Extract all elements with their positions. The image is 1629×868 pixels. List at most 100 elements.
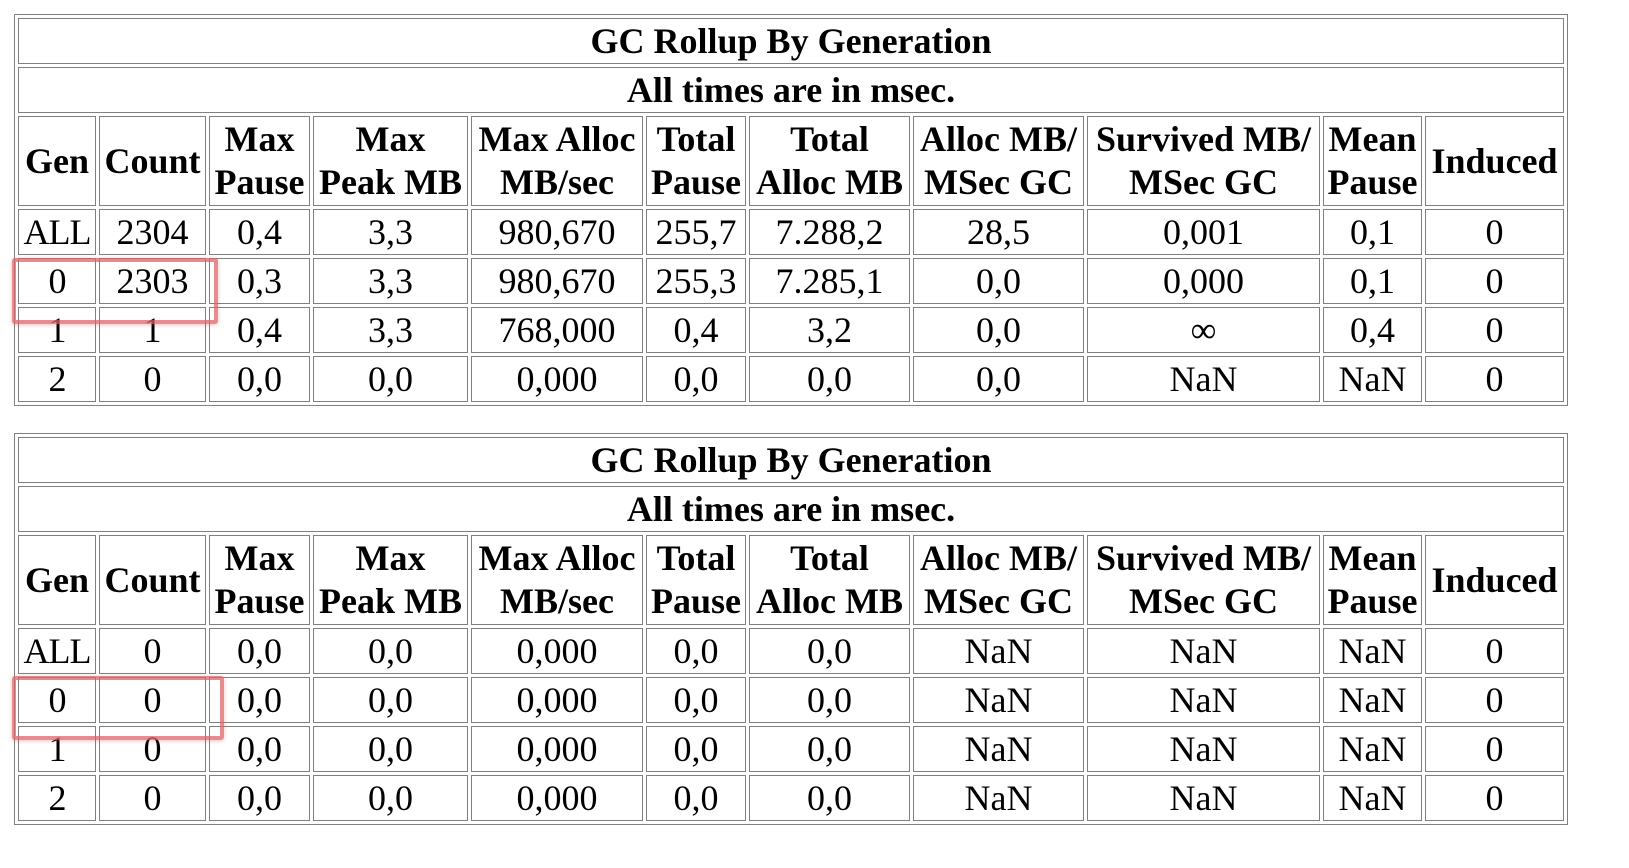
cell-max-peak-mb: 3,3 bbox=[313, 209, 468, 255]
cell-mean-pause: NaN bbox=[1323, 775, 1422, 821]
cell-gen: 2 bbox=[18, 775, 96, 821]
cell-max-pause: 0,4 bbox=[209, 307, 310, 353]
cell-alloc-mb-msec-gc: NaN bbox=[913, 775, 1084, 821]
column-header-row: Gen Count Max Pause Max Peak MB Max Alloc M… bbox=[18, 535, 1565, 625]
table-row-gen-1: 1 1 0,4 3,3 768,000 0,4 3,2 0,0 ∞ 0,4 0 bbox=[18, 307, 1565, 353]
table-row-gen-2: 2 0 0,0 0,0 0,000 0,0 0,0 0,0 NaN NaN 0 bbox=[18, 356, 1565, 402]
cell-max-peak-mb: 0,0 bbox=[313, 677, 468, 723]
table-title-row: GC Rollup By Generation bbox=[18, 437, 1565, 483]
cell-count: 2303 bbox=[99, 258, 206, 304]
cell-max-peak-mb: 0,0 bbox=[313, 356, 468, 402]
cell-gen: 0 bbox=[18, 677, 96, 723]
cell-max-alloc-mb-sec: 0,000 bbox=[471, 356, 643, 402]
cell-mean-pause: 0,1 bbox=[1323, 258, 1422, 304]
cell-max-pause: 0,4 bbox=[209, 209, 310, 255]
cell-induced: 0 bbox=[1425, 258, 1565, 304]
cell-total-pause: 0,4 bbox=[646, 307, 746, 353]
table-row-gen-0: 0 0 0,0 0,0 0,000 0,0 0,0 NaN NaN NaN 0 bbox=[18, 677, 1565, 723]
table-row-gen-0: 0 2303 0,3 3,3 980,670 255,3 7.285,1 0,0… bbox=[18, 258, 1565, 304]
table-title: GC Rollup By Generation bbox=[18, 437, 1565, 483]
col-header-induced: Induced bbox=[1425, 535, 1565, 625]
cell-total-pause: 255,7 bbox=[646, 209, 746, 255]
cell-count: 0 bbox=[99, 356, 206, 402]
cell-max-pause: 0,0 bbox=[209, 356, 310, 402]
cell-count: 2304 bbox=[99, 209, 206, 255]
cell-max-alloc-mb-sec: 980,670 bbox=[471, 258, 643, 304]
col-header-gen: Gen bbox=[18, 535, 96, 625]
cell-alloc-mb-msec-gc: 28,5 bbox=[913, 209, 1084, 255]
cell-gen: 1 bbox=[18, 726, 96, 772]
cell-mean-pause: 0,4 bbox=[1323, 307, 1422, 353]
cell-gen: 0 bbox=[18, 258, 96, 304]
cell-total-pause: 0,0 bbox=[646, 775, 746, 821]
cell-total-alloc-mb: 0,0 bbox=[749, 726, 910, 772]
col-header-max-pause: Max Pause bbox=[209, 116, 310, 206]
cell-total-alloc-mb: 3,2 bbox=[749, 307, 910, 353]
col-header-total-pause: Total Pause bbox=[646, 116, 746, 206]
cell-induced: 0 bbox=[1425, 628, 1565, 674]
col-header-count: Count bbox=[99, 116, 206, 206]
col-header-total-alloc-mb: Total Alloc MB bbox=[749, 116, 910, 206]
col-header-max-alloc-mb-sec: Max Alloc MB/sec bbox=[471, 535, 643, 625]
cell-max-peak-mb: 0,0 bbox=[313, 628, 468, 674]
gc-rollup-table-1: GC Rollup By Generation All times are in… bbox=[14, 14, 1569, 406]
cell-count: 1 bbox=[99, 307, 206, 353]
cell-max-alloc-mb-sec: 0,000 bbox=[471, 726, 643, 772]
cell-survived-mb-msec-gc: 0,000 bbox=[1087, 258, 1320, 304]
table-subtitle-row: All times are in msec. bbox=[18, 67, 1565, 113]
col-header-gen: Gen bbox=[18, 116, 96, 206]
cell-total-alloc-mb: 0,0 bbox=[749, 775, 910, 821]
cell-total-alloc-mb: 0,0 bbox=[749, 628, 910, 674]
cell-survived-mb-msec-gc: NaN bbox=[1087, 775, 1320, 821]
cell-max-alloc-mb-sec: 768,000 bbox=[471, 307, 643, 353]
cell-alloc-mb-msec-gc: 0,0 bbox=[913, 307, 1084, 353]
cell-count: 0 bbox=[99, 775, 206, 821]
cell-max-pause: 0,3 bbox=[209, 258, 310, 304]
table-row-gen-2: 2 0 0,0 0,0 0,000 0,0 0,0 NaN NaN NaN 0 bbox=[18, 775, 1565, 821]
col-header-max-peak-mb: Max Peak MB bbox=[313, 116, 468, 206]
table-title: GC Rollup By Generation bbox=[18, 18, 1565, 64]
col-header-alloc-mb-msec-gc: Alloc MB/MSec GC bbox=[913, 116, 1084, 206]
cell-survived-mb-msec-gc: NaN bbox=[1087, 726, 1320, 772]
col-header-survived-mb-msec-gc: Survived MB/MSec GC bbox=[1087, 535, 1320, 625]
cell-alloc-mb-msec-gc: NaN bbox=[913, 726, 1084, 772]
cell-total-alloc-mb: 7.285,1 bbox=[749, 258, 910, 304]
gc-rollup-table-2: GC Rollup By Generation All times are in… bbox=[14, 433, 1569, 825]
cell-max-peak-mb: 0,0 bbox=[313, 775, 468, 821]
cell-max-pause: 0,0 bbox=[209, 628, 310, 674]
cell-survived-mb-msec-gc: NaN bbox=[1087, 628, 1320, 674]
cell-total-pause: 0,0 bbox=[646, 677, 746, 723]
cell-total-pause: 0,0 bbox=[646, 628, 746, 674]
cell-survived-mb-msec-gc: NaN bbox=[1087, 677, 1320, 723]
table-row-gen-1: 1 0 0,0 0,0 0,000 0,0 0,0 NaN NaN NaN 0 bbox=[18, 726, 1565, 772]
cell-survived-mb-msec-gc: 0,001 bbox=[1087, 209, 1320, 255]
cell-mean-pause: 0,1 bbox=[1323, 209, 1422, 255]
col-header-max-peak-mb: Max Peak MB bbox=[313, 535, 468, 625]
cell-survived-mb-msec-gc: ∞ bbox=[1087, 307, 1320, 353]
cell-max-pause: 0,0 bbox=[209, 677, 310, 723]
table-subtitle-row: All times are in msec. bbox=[18, 486, 1565, 532]
cell-mean-pause: NaN bbox=[1323, 677, 1422, 723]
cell-count: 0 bbox=[99, 677, 206, 723]
cell-max-alloc-mb-sec: 0,000 bbox=[471, 775, 643, 821]
col-header-max-pause: Max Pause bbox=[209, 535, 310, 625]
col-header-survived-mb-msec-gc: Survived MB/MSec GC bbox=[1087, 116, 1320, 206]
cell-alloc-mb-msec-gc: NaN bbox=[913, 677, 1084, 723]
col-header-total-pause: Total Pause bbox=[646, 535, 746, 625]
cell-total-alloc-mb: 7.288,2 bbox=[749, 209, 910, 255]
cell-alloc-mb-msec-gc: 0,0 bbox=[913, 258, 1084, 304]
cell-alloc-mb-msec-gc: NaN bbox=[913, 628, 1084, 674]
table-subtitle: All times are in msec. bbox=[18, 486, 1565, 532]
cell-max-pause: 0,0 bbox=[209, 726, 310, 772]
cell-max-alloc-mb-sec: 980,670 bbox=[471, 209, 643, 255]
cell-total-alloc-mb: 0,0 bbox=[749, 677, 910, 723]
cell-max-peak-mb: 3,3 bbox=[313, 307, 468, 353]
cell-induced: 0 bbox=[1425, 209, 1565, 255]
cell-max-alloc-mb-sec: 0,000 bbox=[471, 677, 643, 723]
cell-survived-mb-msec-gc: NaN bbox=[1087, 356, 1320, 402]
cell-mean-pause: NaN bbox=[1323, 726, 1422, 772]
table-subtitle: All times are in msec. bbox=[18, 67, 1565, 113]
table-row-all: ALL 0 0,0 0,0 0,000 0,0 0,0 NaN NaN NaN … bbox=[18, 628, 1565, 674]
cell-total-pause: 0,0 bbox=[646, 726, 746, 772]
cell-total-alloc-mb: 0,0 bbox=[749, 356, 910, 402]
